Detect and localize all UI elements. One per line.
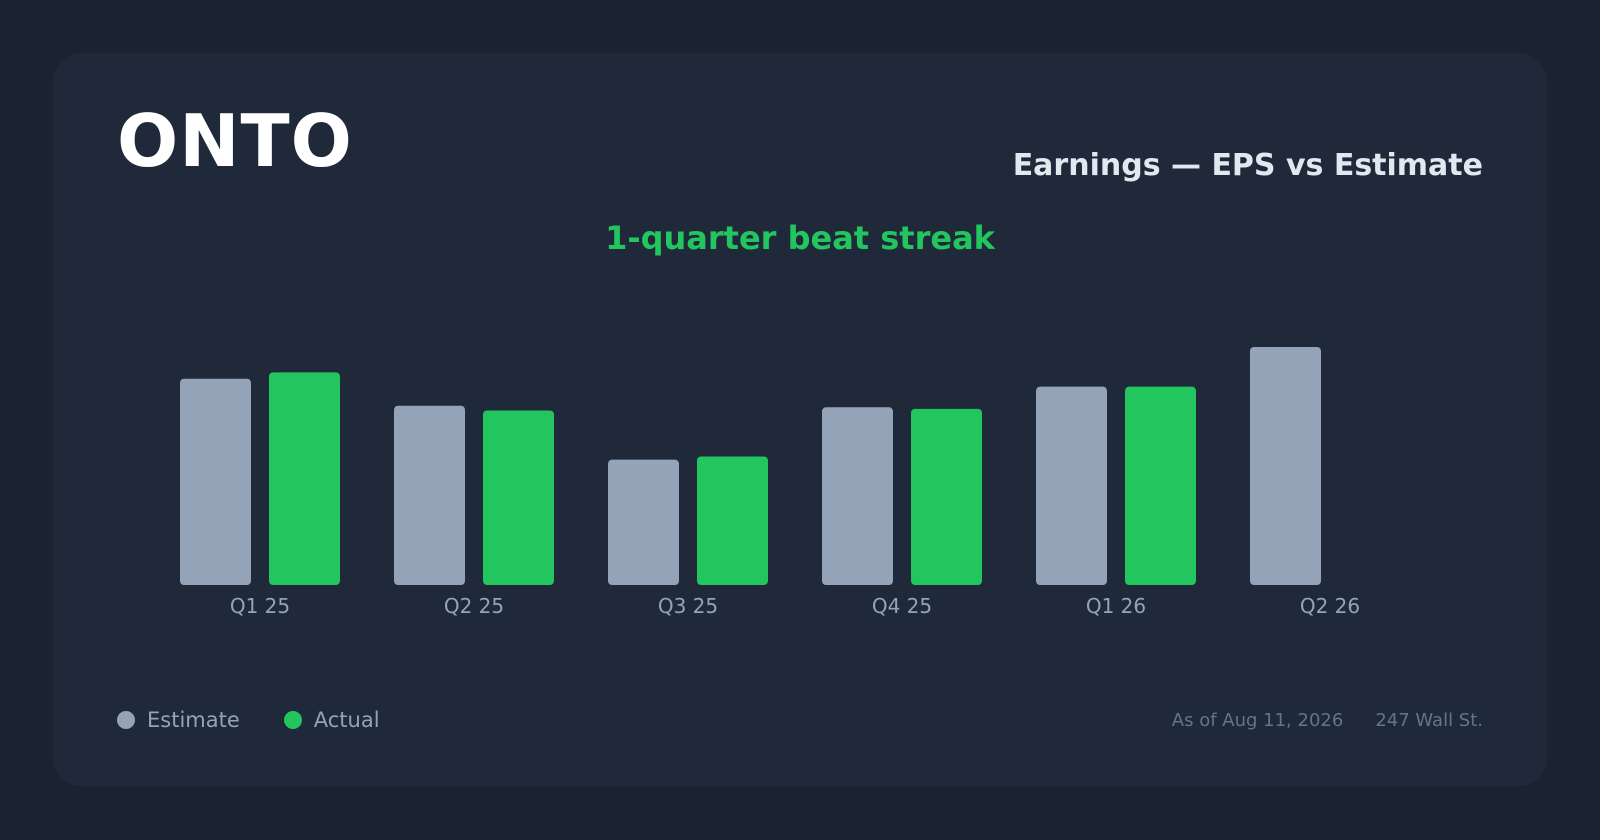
bar-estimate-q1-26 [1036,386,1107,585]
x-tick-label: Q2 26 [1300,594,1360,618]
x-tick-label: Q4 25 [872,594,932,618]
source-label: 247 Wall St. [1375,710,1483,731]
actual-swatch-icon [283,711,302,729]
chart-footer: As of Aug 11, 2026 247 Wall St. [1172,710,1483,731]
legend-estimate-label: Estimate [147,708,240,732]
chart-card: ONTO Earnings — EPS vs Estimate 1-quarte… [53,53,1547,786]
ticker-symbol: ONTO [117,99,353,183]
bar-estimate-q4-25 [822,407,893,585]
x-tick-label: Q2 25 [444,594,504,618]
bar-estimate-q2-25 [394,405,465,585]
legend-item-estimate: Estimate [117,708,240,732]
bar-actual-q4-25 [911,408,982,585]
beat-streak-label: 1-quarter beat streak [605,219,995,257]
bar-estimate-q1-25 [180,378,251,585]
x-tick-label: Q1 25 [230,594,290,618]
legend-item-actual: Actual [283,708,380,732]
bar-actual-q3-25 [697,456,768,585]
as-of-date: As of Aug 11, 2026 [1171,710,1344,731]
legend-actual-label: Actual [313,708,380,732]
chart-title: Earnings — EPS vs Estimate [1012,148,1483,183]
bar-actual-q1-25 [269,372,340,585]
bar-estimate-q3-25 [608,459,679,585]
x-tick-label: Q3 25 [658,594,718,618]
x-tick-label: Q1 26 [1086,594,1146,618]
bar-actual-q2-25 [483,410,554,585]
estimate-swatch-icon [117,711,135,729]
eps-bar-chart: Q1 25 Q2 25 Q3 25 Q4 25 Q1 26 Q2 26 [180,347,1360,618]
chart-legend: Estimate Actual [117,708,424,732]
bar-estimate-q2-26 [1250,347,1321,585]
bar-actual-q1-26 [1125,386,1196,585]
